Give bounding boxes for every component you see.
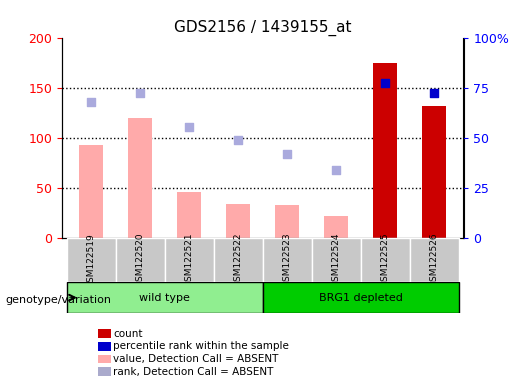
FancyBboxPatch shape [116, 238, 165, 282]
Point [234, 137, 242, 143]
Point [136, 90, 144, 96]
FancyBboxPatch shape [312, 238, 360, 282]
Bar [373, 63, 398, 238]
Text: GSM122525: GSM122525 [381, 233, 390, 288]
FancyBboxPatch shape [67, 238, 116, 282]
Text: genotype/variation: genotype/variation [5, 295, 111, 305]
Text: GSM122521: GSM122521 [185, 233, 194, 288]
Bar [177, 192, 201, 238]
FancyBboxPatch shape [263, 282, 458, 313]
Text: GSM122522: GSM122522 [234, 233, 243, 287]
Point [87, 99, 95, 105]
Bar [79, 145, 104, 238]
Text: GSM122524: GSM122524 [332, 233, 340, 287]
FancyBboxPatch shape [360, 238, 409, 282]
Bar [226, 204, 250, 238]
Text: count: count [113, 329, 143, 339]
Text: GSM122520: GSM122520 [135, 233, 145, 288]
Text: GSM122519: GSM122519 [87, 233, 96, 288]
FancyBboxPatch shape [263, 238, 312, 282]
FancyBboxPatch shape [214, 238, 263, 282]
FancyBboxPatch shape [67, 282, 263, 313]
Point [283, 151, 291, 157]
Point [332, 167, 340, 173]
Text: percentile rank within the sample: percentile rank within the sample [113, 341, 289, 351]
FancyBboxPatch shape [409, 238, 458, 282]
Text: GSM122526: GSM122526 [430, 233, 439, 288]
Text: value, Detection Call = ABSENT: value, Detection Call = ABSENT [113, 354, 279, 364]
Point [185, 124, 193, 130]
Point [381, 80, 389, 86]
Bar [275, 205, 299, 238]
Bar [324, 216, 348, 238]
Text: rank, Detection Call = ABSENT: rank, Detection Call = ABSENT [113, 367, 273, 377]
Bar [128, 118, 152, 238]
Text: wild type: wild type [139, 293, 190, 303]
FancyBboxPatch shape [165, 238, 214, 282]
Point [430, 90, 438, 96]
Bar [422, 106, 447, 238]
Text: BRG1 depleted: BRG1 depleted [319, 293, 403, 303]
Title: GDS2156 / 1439155_at: GDS2156 / 1439155_at [174, 20, 351, 36]
Text: GSM122523: GSM122523 [283, 233, 291, 288]
